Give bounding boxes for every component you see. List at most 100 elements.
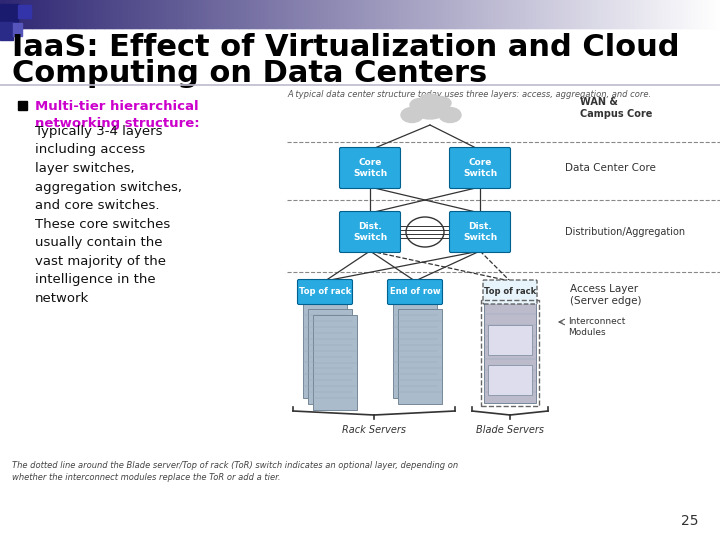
Bar: [441, 0, 444, 28]
Bar: [484, 0, 487, 28]
Bar: [716, 0, 719, 28]
Bar: [611, 0, 613, 28]
Bar: [212, 0, 215, 28]
Bar: [301, 0, 303, 28]
Bar: [109, 0, 112, 28]
Text: Core
Switch: Core Switch: [463, 158, 497, 178]
Text: Top of rack: Top of rack: [484, 287, 536, 296]
Bar: [648, 0, 651, 28]
Bar: [153, 0, 156, 28]
Bar: [454, 0, 456, 28]
Bar: [376, 0, 379, 28]
Bar: [49, 0, 51, 28]
Text: Multi-tier hierarchical
networking structure:: Multi-tier hierarchical networking struc…: [35, 100, 199, 131]
Bar: [196, 0, 199, 28]
Bar: [461, 0, 464, 28]
Bar: [86, 0, 89, 28]
Bar: [229, 0, 231, 28]
Bar: [303, 303, 347, 398]
Bar: [7, 0, 10, 28]
Bar: [47, 0, 50, 28]
Text: WAN &
Campus Core: WAN & Campus Core: [580, 97, 652, 119]
Bar: [659, 0, 662, 28]
Bar: [137, 0, 140, 28]
Bar: [554, 0, 557, 28]
Bar: [655, 0, 658, 28]
Bar: [666, 0, 669, 28]
Bar: [688, 0, 690, 28]
Bar: [169, 0, 172, 28]
Bar: [474, 0, 476, 28]
Bar: [486, 0, 489, 28]
Bar: [144, 0, 147, 28]
Bar: [346, 0, 348, 28]
Bar: [0, 4, 18, 22]
Bar: [263, 0, 266, 28]
Bar: [308, 309, 352, 404]
Text: 25: 25: [680, 514, 698, 528]
Bar: [58, 0, 60, 28]
Bar: [344, 0, 346, 28]
Bar: [248, 0, 251, 28]
Bar: [536, 0, 539, 28]
Bar: [583, 0, 586, 28]
Bar: [697, 0, 699, 28]
Bar: [259, 0, 262, 28]
Bar: [66, 0, 69, 28]
Bar: [472, 0, 474, 28]
Bar: [521, 0, 523, 28]
Bar: [654, 0, 656, 28]
Bar: [625, 0, 627, 28]
Bar: [428, 0, 431, 28]
Bar: [121, 0, 123, 28]
Bar: [85, 0, 87, 28]
Bar: [395, 0, 397, 28]
Bar: [412, 0, 415, 28]
Bar: [541, 0, 544, 28]
Bar: [251, 0, 253, 28]
Bar: [191, 0, 194, 28]
Bar: [601, 0, 604, 28]
Bar: [63, 0, 66, 28]
Bar: [698, 0, 701, 28]
Bar: [166, 0, 168, 28]
Bar: [405, 0, 408, 28]
Bar: [392, 0, 395, 28]
Bar: [714, 0, 717, 28]
Bar: [673, 0, 676, 28]
Bar: [582, 0, 584, 28]
Bar: [317, 0, 320, 28]
Bar: [526, 0, 528, 28]
Bar: [13, 0, 15, 28]
Bar: [414, 0, 417, 28]
Bar: [587, 0, 590, 28]
Bar: [114, 0, 116, 28]
Bar: [324, 0, 327, 28]
Bar: [194, 0, 197, 28]
Bar: [464, 0, 467, 28]
Bar: [628, 0, 631, 28]
Bar: [452, 0, 454, 28]
Bar: [171, 0, 174, 28]
Bar: [180, 0, 183, 28]
Bar: [241, 0, 244, 28]
Bar: [122, 0, 125, 28]
Bar: [612, 0, 615, 28]
Bar: [504, 0, 507, 28]
Ellipse shape: [401, 107, 423, 123]
Ellipse shape: [429, 97, 451, 110]
Bar: [421, 0, 424, 28]
Bar: [365, 0, 368, 28]
Bar: [402, 0, 404, 28]
Bar: [626, 0, 629, 28]
Bar: [274, 0, 276, 28]
Bar: [245, 0, 248, 28]
Bar: [360, 0, 363, 28]
Bar: [403, 0, 406, 28]
Bar: [76, 0, 78, 28]
Bar: [488, 0, 490, 28]
Bar: [498, 0, 501, 28]
FancyBboxPatch shape: [449, 212, 510, 253]
Bar: [138, 0, 141, 28]
Bar: [281, 0, 284, 28]
